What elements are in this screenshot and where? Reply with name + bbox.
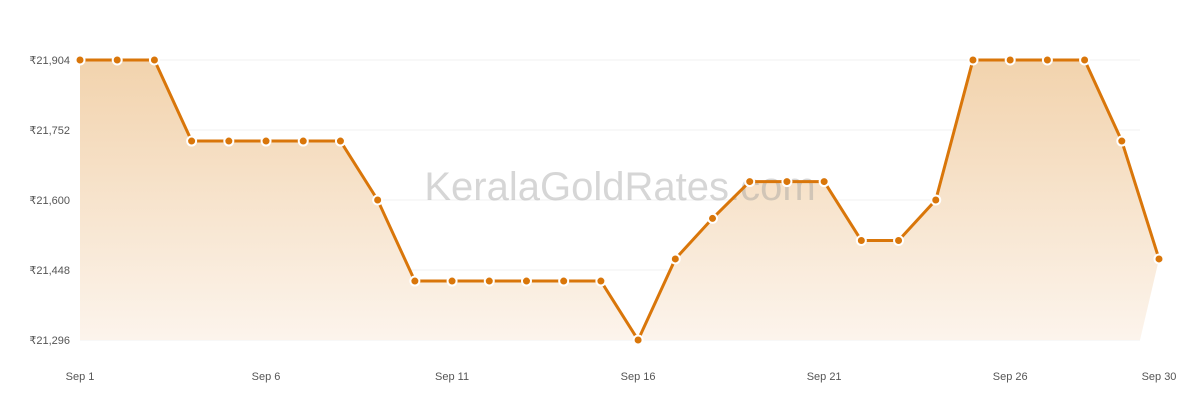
data-point[interactable] xyxy=(520,275,532,287)
data-point[interactable] xyxy=(297,135,309,147)
data-point[interactable] xyxy=(818,176,830,188)
data-point[interactable] xyxy=(111,54,123,66)
data-point[interactable] xyxy=(669,253,681,265)
data-point[interactable] xyxy=(558,275,570,287)
data-point[interactable] xyxy=(483,275,495,287)
data-point[interactable] xyxy=(446,275,458,287)
data-point[interactable] xyxy=(223,135,235,147)
area-fill xyxy=(80,60,1159,340)
x-tick-label: Sep 21 xyxy=(807,371,842,383)
data-point[interactable] xyxy=(1116,135,1128,147)
data-points xyxy=(74,54,1165,346)
data-point[interactable] xyxy=(186,135,198,147)
y-tick-label: ₹21,600 xyxy=(29,195,70,207)
data-point[interactable] xyxy=(409,275,421,287)
data-point[interactable] xyxy=(1153,253,1165,265)
y-tick-label: ₹21,296 xyxy=(29,335,70,347)
data-point[interactable] xyxy=(1079,54,1091,66)
y-tick-label: ₹21,448 xyxy=(29,265,70,277)
data-point[interactable] xyxy=(781,176,793,188)
data-point[interactable] xyxy=(372,194,384,206)
data-point[interactable] xyxy=(1004,54,1016,66)
data-point[interactable] xyxy=(632,334,644,346)
x-tick-label: Sep 16 xyxy=(621,371,656,383)
x-tick-label: Sep 11 xyxy=(435,371,469,383)
data-point[interactable] xyxy=(334,135,346,147)
y-tick-label: ₹21,752 xyxy=(29,125,70,137)
data-point[interactable] xyxy=(595,275,607,287)
x-axis: Sep 1 Sep 6 Sep 11 Sep 16 Sep 21 Sep 26 Sep 30 xyxy=(66,371,1177,383)
data-point[interactable] xyxy=(1041,54,1053,66)
data-point[interactable] xyxy=(893,235,905,247)
series-line xyxy=(80,58,1161,342)
y-tick-label: ₹21,904 xyxy=(29,55,70,67)
data-point[interactable] xyxy=(74,54,86,66)
y-axis: ₹21,296 ₹21,448 ₹21,600 ₹21,752 ₹21,904 xyxy=(29,55,70,347)
data-point[interactable] xyxy=(967,54,979,66)
watermark: KeralaGoldRates.com xyxy=(424,165,815,209)
x-tick-label: Sep 1 xyxy=(66,371,95,383)
x-tick-label: Sep 26 xyxy=(993,371,1028,383)
data-point[interactable] xyxy=(855,235,867,247)
data-point[interactable] xyxy=(930,194,942,206)
data-point[interactable] xyxy=(744,176,756,188)
x-tick-label: Sep 6 xyxy=(252,371,281,383)
data-point[interactable] xyxy=(148,54,160,66)
x-tick-label: Sep 30 xyxy=(1142,371,1177,383)
data-point[interactable] xyxy=(260,135,272,147)
data-point[interactable] xyxy=(707,212,719,224)
